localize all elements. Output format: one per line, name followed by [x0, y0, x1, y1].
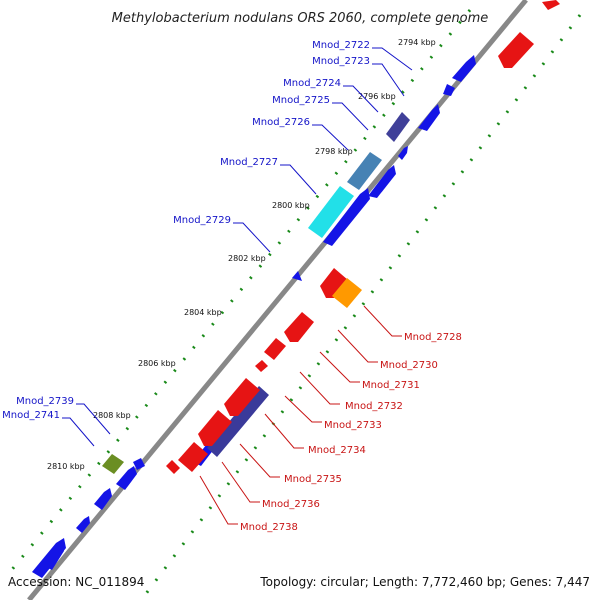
- accession-text: Accession: NC_011894: [8, 575, 144, 589]
- gene-label[interactable]: Mnod_2739: [16, 396, 74, 407]
- gene-arrow-forward[interactable]: [418, 104, 440, 131]
- gene-label[interactable]: Mnod_2727: [220, 157, 278, 168]
- gene-label[interactable]: Mnod_2723: [312, 56, 370, 67]
- tick-label: 2810 kbp: [47, 462, 85, 471]
- gene-label[interactable]: Mnod_2724: [283, 78, 341, 89]
- position-ticks: 2794 kbp 2796 kbp 2798 kbp 2800 kbp 2802…: [47, 38, 436, 471]
- gene-arrow-reverse[interactable]: [224, 378, 260, 416]
- gene-arrow-reverse[interactable]: [542, 0, 560, 10]
- genome-backbone: [27, 0, 528, 600]
- gene-label[interactable]: Mnod_2731: [362, 380, 420, 391]
- forward-leader-lines: [62, 47, 413, 447]
- gene-arrow-forward[interactable]: [76, 516, 90, 533]
- gene-arrow-forward[interactable]: [452, 55, 476, 82]
- gene-arrow-reverse[interactable]: [264, 338, 286, 360]
- tick-label: 2800 kbp: [272, 201, 310, 210]
- tick-label: 2804 kbp: [184, 308, 222, 317]
- gene-label[interactable]: Mnod_2722: [312, 40, 370, 51]
- gene-arrow-forward[interactable]: [116, 466, 137, 490]
- gene-label[interactable]: Mnod_2738: [240, 522, 298, 533]
- reverse-gene-labels: Mnod_2728 Mnod_2730 Mnod_2731 Mnod_2732 …: [240, 332, 462, 533]
- reverse-leader-lines: [199, 305, 402, 525]
- inner-dotted-guide: [143, 14, 582, 596]
- reverse-strand-features: [166, 0, 560, 474]
- gene-arrow-forward[interactable]: [323, 188, 370, 246]
- gene-block-mnod-2728[interactable]: [332, 278, 362, 308]
- gene-block-mnod-2736[interactable]: [207, 386, 269, 457]
- forward-strand-features: [32, 55, 476, 578]
- map-title: Methylobacterium nodulans ORS 2060, comp…: [112, 11, 489, 26]
- gene-arrow-forward[interactable]: [368, 165, 396, 198]
- gene-arrow-forward[interactable]: [292, 271, 302, 281]
- gene-label[interactable]: Mnod_2734: [308, 445, 366, 456]
- gene-arrow-reverse[interactable]: [498, 32, 534, 68]
- gene-arrow-reverse[interactable]: [255, 360, 268, 372]
- gene-arrow-reverse[interactable]: [320, 268, 348, 298]
- gene-arrow-forward[interactable]: [133, 458, 145, 470]
- gene-arrow-forward[interactable]: [443, 84, 455, 96]
- gene-arrow-forward[interactable]: [398, 146, 408, 160]
- tick-label: 2794 kbp: [398, 38, 436, 47]
- tick-label: 2798 kbp: [315, 147, 353, 156]
- gene-label[interactable]: Mnod_2729: [173, 215, 231, 226]
- gene-arrow-forward[interactable]: [32, 538, 66, 578]
- gene-label[interactable]: Mnod_2735: [284, 474, 342, 485]
- tick-label: 2802 kbp: [228, 254, 266, 263]
- gene-label[interactable]: Mnod_2736: [262, 499, 320, 510]
- gene-label[interactable]: Mnod_2728: [404, 332, 462, 343]
- genome-summary-text: Topology: circular; Length: 7,772,460 bp…: [259, 575, 590, 589]
- gene-label[interactable]: Mnod_2730: [380, 360, 438, 371]
- gene-block-mnod-2729[interactable]: [308, 186, 354, 238]
- gene-arrow-reverse[interactable]: [284, 312, 314, 342]
- gene-label[interactable]: Mnod_2732: [345, 401, 403, 412]
- gene-label[interactable]: Mnod_2741: [2, 410, 60, 421]
- gene-block-mnod-2741[interactable]: [102, 454, 124, 474]
- forward-gene-labels: Mnod_2722 Mnod_2723 Mnod_2724 Mnod_2725 …: [2, 40, 370, 421]
- gene-label[interactable]: Mnod_2725: [272, 95, 330, 106]
- outer-dotted-guide: [8, 9, 472, 573]
- tick-label: 2808 kbp: [93, 411, 131, 420]
- tick-label: 2796 kbp: [358, 92, 396, 101]
- gene-arrow-forward[interactable]: [94, 488, 112, 510]
- gene-label[interactable]: Mnod_2733: [324, 420, 382, 431]
- gene-block-mnod-2727[interactable]: [347, 152, 382, 190]
- tick-label: 2806 kbp: [138, 359, 176, 368]
- gene-label[interactable]: Mnod_2726: [252, 117, 310, 128]
- gene-arrow-reverse[interactable]: [166, 460, 180, 474]
- gene-arrow-reverse[interactable]: [198, 410, 232, 446]
- gene-block-mnod-2725[interactable]: [386, 112, 410, 142]
- gene-arrow-reverse[interactable]: [178, 442, 208, 472]
